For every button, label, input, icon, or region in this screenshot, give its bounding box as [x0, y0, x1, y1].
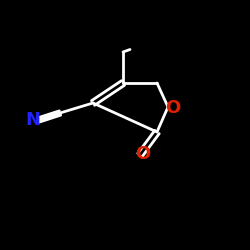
Text: O: O — [135, 145, 150, 163]
Text: N: N — [26, 111, 40, 129]
Text: O: O — [165, 99, 180, 117]
